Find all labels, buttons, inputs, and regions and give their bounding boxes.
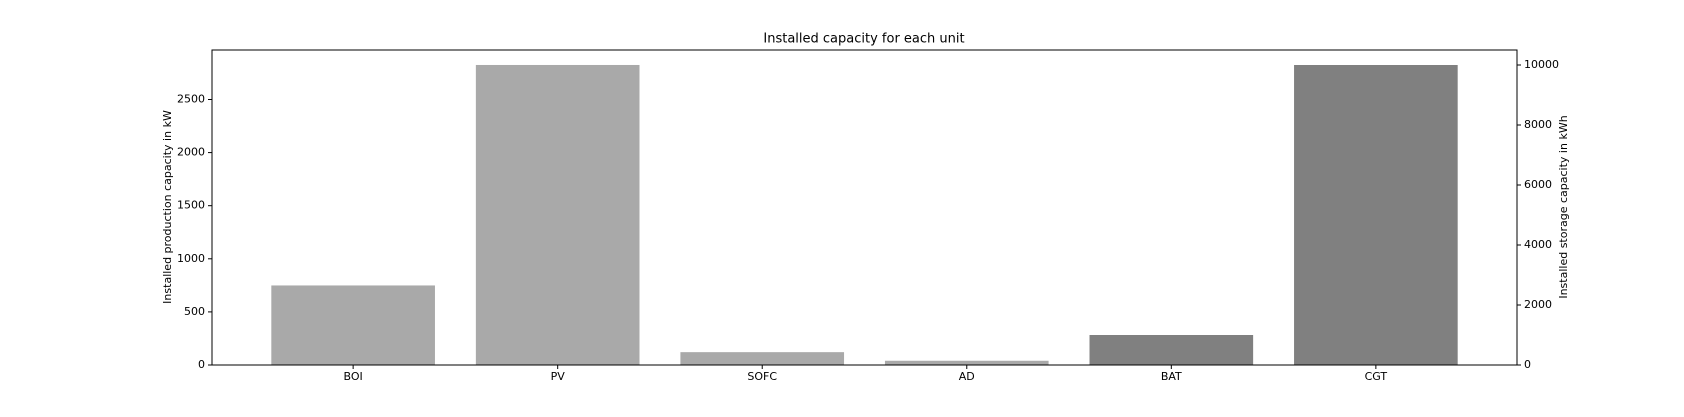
y-tick-label: 1000 [177, 252, 205, 265]
y-tick-label: 0 [198, 358, 205, 371]
x-tick-label: AD [959, 370, 975, 383]
y-tick-label: 2000 [177, 146, 205, 159]
y2-tick-label: 6000 [1524, 178, 1552, 191]
bar [884, 360, 1049, 365]
bar [475, 64, 640, 365]
x-tick-label: CGT [1365, 370, 1388, 383]
y-axis-label: Installed production capacity in kW [161, 110, 174, 304]
x-tick-label: BAT [1161, 370, 1182, 383]
bar [271, 285, 435, 365]
y2-axis-label: Installed storage capacity in kWh [1557, 115, 1570, 298]
y2-tick-label: 4000 [1524, 238, 1552, 251]
x-tick-label: SOFC [747, 370, 777, 383]
chart-title: Installed capacity for each unit [763, 32, 964, 47]
y2-tick-label: 2000 [1524, 298, 1552, 311]
plot-frame [211, 49, 1518, 366]
y2-tick-label: 0 [1524, 358, 1531, 371]
x-tick-label: BOI [344, 370, 363, 383]
bar [680, 352, 845, 365]
y2-tick-label: 8000 [1524, 118, 1552, 131]
bar [1089, 335, 1254, 365]
y2-tick-label: 10000 [1524, 58, 1559, 71]
y-tick-label: 1500 [177, 199, 205, 212]
x-tick-label: PV [551, 370, 566, 383]
y-tick-label: 2500 [177, 92, 205, 105]
y-tick-label: 500 [184, 305, 205, 318]
bar [1294, 65, 1458, 365]
